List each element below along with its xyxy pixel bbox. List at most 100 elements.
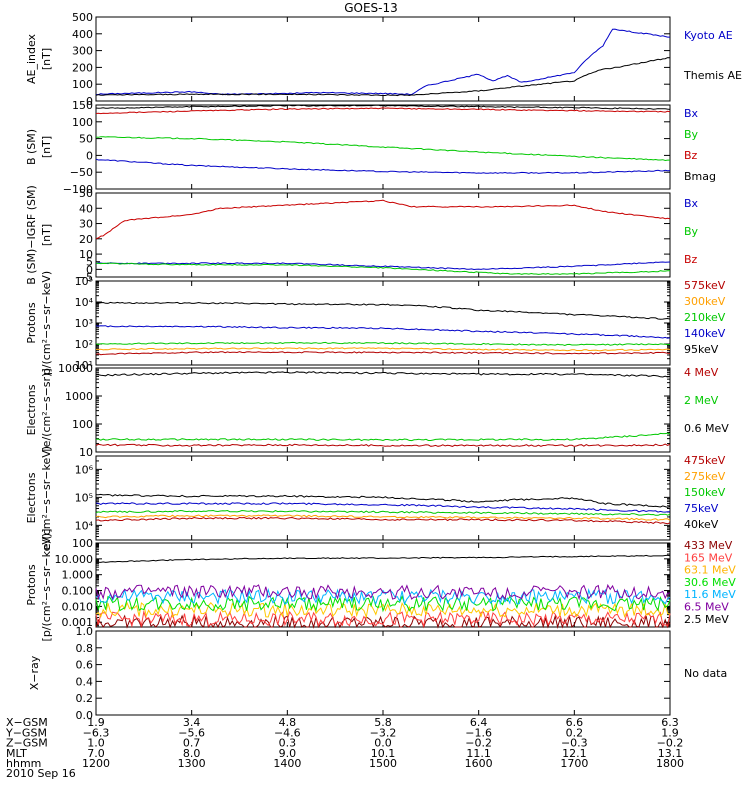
ephemeris-value: 1300 xyxy=(178,757,206,770)
panel-5: 10 100 1000 10000 Electrons [e/(cm²−s−sr)] 4 M… xyxy=(25,362,729,459)
y-tick-label: 10⁴ xyxy=(75,296,94,309)
panel-1: 0 100 200 300 400 500 AE_index [nT] Kyoto AE Them… xyxy=(25,11,742,108)
ephemeris-value: 1200 xyxy=(82,757,110,770)
ephemeris-value: 12.1 xyxy=(562,747,587,760)
y-tick-label: 50 xyxy=(79,133,93,146)
ephemeris-value: 9.0 xyxy=(279,747,297,760)
ephemeris-value: 4.8 xyxy=(279,716,297,729)
y-axis-label-line: B (SM)−IGRF (SM) xyxy=(25,185,38,285)
date-label: 2010 Sep 16 xyxy=(6,767,76,780)
y-tick-label: 0.010 xyxy=(62,600,94,613)
ephemeris-value: 7.0 xyxy=(87,747,105,760)
series-line-300kev xyxy=(96,347,671,352)
ephemeris-value: 1.9 xyxy=(87,716,105,729)
panel-6: 10⁴ 10⁵ 10⁶ Electrons e/(cm²−s−sr−keV) 475keV… xyxy=(25,446,726,550)
ephemeris-value: −5.6 xyxy=(178,726,205,739)
ephemeris-value: 6.6 xyxy=(566,716,584,729)
legend-entry: Bx xyxy=(684,107,699,120)
legend-entry: 165 MeV xyxy=(684,551,733,564)
ephemeris-value: 5.8 xyxy=(374,716,392,729)
legend-entry: Themis AE xyxy=(683,69,742,82)
y-axis-label-line: [p/(cm²−s−sr−keV)] xyxy=(40,529,53,642)
y-tick-label: 500 xyxy=(72,11,93,24)
y-tick-label: 0.100 xyxy=(62,585,94,598)
series-line-575kev xyxy=(95,351,671,356)
legend-entry: 4 MeV xyxy=(684,366,719,379)
legend-entry: 150keV xyxy=(684,486,726,499)
y-tick-label: 0.4 xyxy=(76,675,94,688)
y-tick-label: 0.0 xyxy=(76,709,94,722)
ephemeris-value: 11.1 xyxy=(466,747,491,760)
y-tick-label: 0.8 xyxy=(76,642,94,655)
ephemeris-value: 1600 xyxy=(465,757,493,770)
panel-2: −100 −50 0 50 100 150 B (SM) [nT] Bx By Bz Bmag xyxy=(25,99,716,196)
y-tick-label: 100 xyxy=(72,116,93,129)
legend-entry: 210keV xyxy=(684,311,726,324)
ephemeris-value: 1500 xyxy=(369,757,397,770)
y-tick-label: 40 xyxy=(79,202,93,215)
series-line-bx xyxy=(95,158,671,174)
ephemeris-value: 1800 xyxy=(656,757,684,770)
y-axis-label: X−ray xyxy=(28,655,41,690)
ephemeris-value: 0.2 xyxy=(566,726,584,739)
legend-entry: Bz xyxy=(684,253,698,266)
legend-entry: 75keV xyxy=(684,502,719,515)
y-axis-label-line: [nT] xyxy=(40,224,53,246)
y-tick-label: −5 xyxy=(77,271,93,284)
legend-entry: Bmag xyxy=(684,170,716,183)
panel-frame xyxy=(95,367,671,453)
ephemeris-value: 13.1 xyxy=(658,747,683,760)
y-axis-label-line: [e/(cm²−s−sr)] xyxy=(40,368,53,451)
legend-note: No data xyxy=(684,667,727,680)
y-axis-label-line: Electrons xyxy=(25,472,38,523)
ephemeris-value: 1700 xyxy=(560,757,588,770)
y-tick-label: 0.001 xyxy=(62,616,94,629)
series-line-150kev xyxy=(95,509,671,516)
ephemeris-value: −0.2 xyxy=(657,737,684,750)
legend-entry: By xyxy=(684,128,699,141)
series-line-165-mev xyxy=(95,609,671,629)
ephemeris-row-label: hhmm xyxy=(6,757,41,770)
y-tick-label: 50 xyxy=(79,187,93,200)
series-line-bz xyxy=(95,199,671,240)
ephemeris-value: 0.3 xyxy=(279,737,297,750)
y-axis-label: Electrons e/(cm²−s−sr−keV) xyxy=(25,446,53,550)
y-axis-label-line: Electrons xyxy=(25,384,38,435)
y-tick-label: 0 xyxy=(86,95,93,108)
y-tick-label: 20 xyxy=(79,233,93,246)
panel-7: 0.001 0.010 0.100 1.000 10.000 100 Protons [p/(… xyxy=(25,529,736,642)
ephemeris-value: −0.3 xyxy=(561,737,588,750)
legend-entry: 6.5 MeV xyxy=(684,601,729,614)
legend-entry: 30.6 MeV xyxy=(684,576,736,589)
y-axis-label-line: [nT] xyxy=(40,136,53,158)
y-axis-label: Protons [p/(cm²−s−sr−keV)] xyxy=(25,529,53,642)
y-tick-label: 5 xyxy=(86,256,93,269)
legend-entry: 475keV xyxy=(684,454,726,467)
y-tick-label: 100 xyxy=(72,537,93,550)
y-axis-label-line: AE_index xyxy=(25,33,38,84)
legend-entry: 40keV xyxy=(684,518,719,531)
panel-4: 10¹ 10² 10³ 10⁴ 10⁵ Protons p/(cm²−s−sr−keV) 57… xyxy=(25,271,726,375)
y-tick-label: 100 xyxy=(72,78,93,91)
series-line-bx xyxy=(95,261,671,271)
legend-entry: 63.1 MeV xyxy=(684,564,736,577)
legend-entry: 2.5 MeV xyxy=(684,613,729,626)
y-axis-label: AE_index [nT] xyxy=(25,33,53,84)
y-tick-label: 100 xyxy=(72,418,93,431)
y-tick-label: −50 xyxy=(70,166,93,179)
legend-entry: Bx xyxy=(684,197,699,210)
ephemeris-value: 1.9 xyxy=(661,726,679,739)
ephemeris-value: −1.6 xyxy=(465,726,492,739)
y-tick-label: 10000 xyxy=(58,362,93,375)
legend-entry: 275keV xyxy=(684,470,726,483)
y-axis-label: Electrons [e/(cm²−s−sr)] xyxy=(25,368,53,451)
ephemeris-value: 10.1 xyxy=(371,747,396,760)
x-axis-ephemeris: X−GSM 1.9 3.4 4.8 5.8 6.4 6.6 6.3 Y−GSM −6.3 −5.6 −… xyxy=(5,716,684,770)
y-tick-label: 30 xyxy=(79,218,93,231)
series-line-6-5-mev xyxy=(95,583,671,601)
y-tick-label: −100 xyxy=(63,183,93,196)
y-axis-label-line: B (SM) xyxy=(25,129,38,165)
series-line-themis-ae xyxy=(95,57,671,97)
figure-title: GOES-13 xyxy=(344,1,398,15)
